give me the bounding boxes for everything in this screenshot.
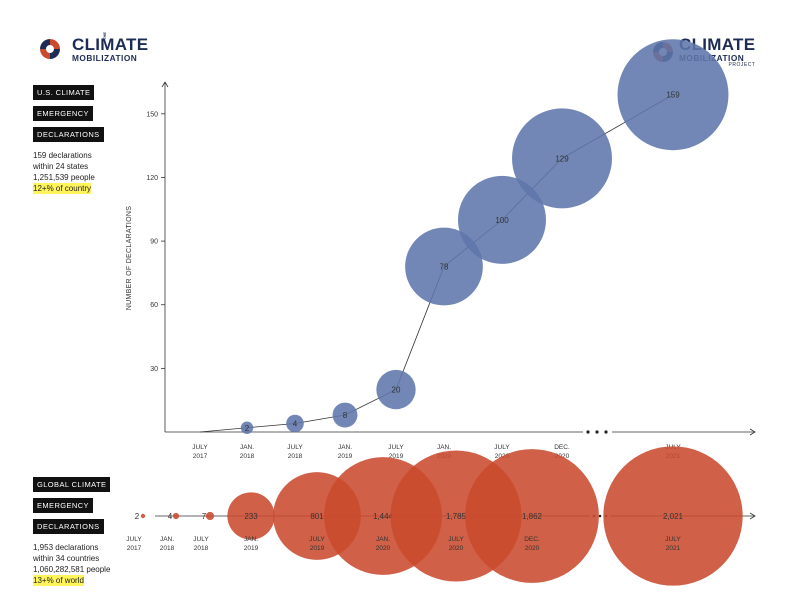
axis-break-dot (598, 514, 602, 518)
us-bubble (512, 108, 612, 209)
us-stat-highlight: 12+% of country (33, 183, 92, 194)
us-date-label: JAN. (437, 444, 451, 451)
global-date-label: JULY (193, 536, 209, 543)
us-bubble-label: 4 (293, 420, 298, 429)
us-date-label: DEC. (554, 444, 570, 451)
global-bubble (603, 446, 743, 586)
climate-mobilization-logo: THE CLIMATE MOBILIZATION (38, 32, 149, 63)
global-tag-line-2: EMERGENCY (33, 498, 93, 513)
us-bubble-label: 100 (495, 216, 509, 225)
global-date-label: JULY (126, 536, 142, 543)
us-bubble (376, 369, 416, 410)
global-summary-panel: GLOBAL CLIMATE EMERGENCY DECLARATIONS 1,… (33, 474, 123, 586)
swirl-logo-icon (40, 39, 60, 60)
us-bubble-label: 20 (392, 386, 401, 395)
us-stat-states: within 24 states (33, 162, 89, 171)
global-date-label: 2018 (160, 545, 175, 552)
us-bubble (332, 402, 358, 428)
global-date-label: 2020 (449, 545, 464, 552)
global-bubble-label: 1,785 (446, 512, 467, 521)
global-date-label: 2017 (127, 545, 142, 552)
global-date-label: 2020 (525, 545, 540, 552)
global-bubble-label: 7 (202, 512, 207, 521)
global-date-label: JULY (309, 536, 325, 543)
global-stat-declarations: 1,953 declarations (33, 543, 99, 552)
global-date-label: 2019 (310, 545, 325, 552)
y-tick-label: 90 (150, 239, 158, 246)
us-bubble (458, 175, 546, 264)
us-date-label: 2018 (240, 453, 255, 460)
global-bubble (172, 512, 180, 520)
global-date-label: 2018 (194, 545, 209, 552)
global-bubble-label: 2 (135, 512, 140, 521)
global-bubble (205, 511, 215, 521)
global-timeline-arrow (749, 512, 756, 520)
global-tag-line-1: GLOBAL CLIMATE (33, 477, 111, 492)
us-date-label: 2018 (288, 453, 303, 460)
global-bubble-label: 4 (168, 512, 173, 521)
global-date-label: JAN. (244, 536, 258, 543)
logo-word-climate: CLIMATE (72, 35, 149, 54)
global-bubble-label: 233 (244, 512, 258, 521)
global-stat-people: 1,060,282,581 people (33, 565, 111, 574)
us-date-label: 2019 (338, 453, 353, 460)
y-tick-label: 30 (150, 366, 158, 373)
us-bubble-label: 78 (440, 263, 449, 272)
global-stat-countries: within 34 countries (33, 554, 100, 563)
us-date-label: JULY (287, 444, 303, 451)
y-tick-label: 60 (150, 302, 158, 309)
global-tag-line-3: DECLARATIONS (33, 519, 104, 534)
global-bubble (227, 492, 275, 540)
axis-break-dot (595, 430, 599, 434)
global-date-label: 2019 (244, 545, 259, 552)
us-tag-line-2: EMERGENCY (33, 106, 93, 121)
global-date-label: JULY (665, 536, 681, 543)
us-date-label: JAN. (338, 444, 352, 451)
global-bubble-label: 2,021 (663, 512, 684, 521)
global-stat-highlight: 13+% of world (33, 575, 84, 586)
us-bubble-label: 8 (343, 411, 348, 420)
us-stat-declarations: 159 declarations (33, 151, 92, 160)
us-bubble (617, 39, 729, 151)
y-tick-label: 120 (146, 175, 158, 182)
global-date-label: 2020 (376, 545, 391, 552)
us-date-label: JULY (388, 444, 404, 451)
global-date-label: DEC. (524, 536, 540, 543)
us-date-label: JULY (192, 444, 208, 451)
global-date-label: JAN. (376, 536, 390, 543)
axis-break-dot (604, 430, 608, 434)
us-date-label: 2019 (389, 453, 404, 460)
y-tick-label: 150 (146, 111, 158, 118)
us-date-label: 2017 (193, 453, 208, 460)
us-date-label: JAN. (240, 444, 254, 451)
axis-break-dot (586, 430, 590, 434)
logo-word-project: PROJECT (728, 62, 756, 69)
us-bubble (405, 227, 483, 306)
us-bubble-label: 129 (555, 154, 569, 163)
x-axis-arrow (749, 428, 756, 436)
us-date-label: JULY (494, 444, 510, 451)
global-date-label: JULY (448, 536, 464, 543)
us-bubble (240, 421, 254, 434)
global-bubble (140, 513, 146, 519)
us-bubble-label: 2 (245, 424, 250, 433)
y-axis-title: NUMBER OF DECLARATIONS (126, 206, 133, 311)
us-bubble (286, 414, 304, 433)
global-bubble-label: 801 (310, 512, 324, 521)
us-stat-people: 1,251,539 people (33, 173, 95, 182)
global-date-label: 2021 (666, 545, 681, 552)
us-bubble-label: 159 (666, 91, 680, 100)
logo-word-mobilization: MOBILIZATION (72, 53, 138, 63)
global-bubble-label: 1,444 (373, 512, 394, 521)
global-bubble (465, 449, 599, 583)
us-stats: 159 declarations within 24 states 1,251,… (33, 150, 123, 194)
us-summary-panel: U.S. CLIMATE EMERGENCY DECLARATIONS 159 … (33, 82, 123, 194)
global-stats: 1,953 declarations within 34 countries 1… (33, 542, 123, 586)
us-tag-line-1: U.S. CLIMATE (33, 85, 95, 100)
us-tag-line-3: DECLARATIONS (33, 127, 104, 142)
global-date-label: JAN. (160, 536, 174, 543)
y-axis-arrow (161, 81, 169, 88)
global-bubble-label: 1,862 (522, 512, 543, 521)
